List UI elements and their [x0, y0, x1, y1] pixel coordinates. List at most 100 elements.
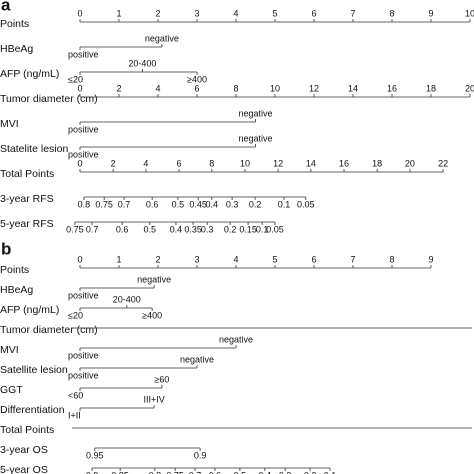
tick-label: 6	[177, 158, 182, 168]
row-label: Points	[0, 18, 29, 30]
tick-label: negative	[219, 334, 253, 344]
row-label: Tumor diameter (cm)	[0, 93, 98, 105]
tick-label: 0.1	[278, 199, 291, 209]
tick-label: 1	[116, 8, 121, 18]
row-label: Differentiation	[0, 404, 65, 416]
tick-label: 0	[77, 83, 82, 93]
tick-label: 0.1	[256, 224, 269, 234]
tick-label: 18	[426, 83, 436, 93]
tick-label: 3	[194, 8, 199, 18]
panel-letter: a	[1, 0, 11, 14]
tick-label: 0.5	[144, 224, 157, 234]
tick-label: 0.7	[189, 470, 202, 474]
tick-label: 0.4	[170, 224, 183, 234]
tick-label: 0.3	[201, 224, 214, 234]
tick-label: ≥400	[142, 310, 162, 320]
tick-label: positive	[68, 149, 99, 159]
tick-label: 7	[350, 254, 355, 264]
tick-label: 3	[194, 254, 199, 264]
row-label: Statelite lesion	[0, 143, 68, 155]
tick-label: 2	[111, 158, 116, 168]
tick-label: 12	[309, 83, 319, 93]
tick-label: 20	[405, 158, 415, 168]
tick-label: 0.4	[259, 470, 272, 474]
tick-label: 0.45	[189, 199, 207, 209]
tick-label: ≤20	[68, 74, 83, 84]
row-label: Tumor diameter (cm)	[0, 324, 98, 336]
row-label: Total Points	[0, 424, 54, 436]
tick-label: 0.7	[86, 224, 99, 234]
tick-label: 10	[270, 83, 280, 93]
tick-label: ≥60	[154, 374, 169, 384]
tick-label: 5	[272, 8, 277, 18]
tick-label: negative	[180, 354, 214, 364]
row-label: 3-year RFS	[0, 193, 54, 205]
tick-label: 9	[428, 8, 433, 18]
tick-label: 6	[311, 8, 316, 18]
tick-label: 16	[387, 83, 397, 93]
tick-label: 8	[209, 158, 214, 168]
tick-label: negative	[238, 108, 272, 118]
row-label: Points	[0, 264, 29, 276]
tick-label: 5	[272, 254, 277, 264]
tick-label: 0.6	[116, 224, 129, 234]
tick-label: 0.1	[324, 470, 337, 474]
tick-label: 1	[116, 254, 121, 264]
tick-label: 0.75	[66, 224, 84, 234]
row-label: AFP (ng/mL)	[0, 304, 59, 316]
row-label: Satellite lesion	[0, 364, 68, 376]
tick-label: 20-400	[128, 58, 156, 68]
row-label: MVI	[0, 118, 19, 130]
tick-label: 0.5	[234, 470, 247, 474]
tick-label: 14	[306, 158, 316, 168]
row-label: AFP (ng/mL)	[0, 68, 59, 80]
tick-label: 8	[389, 254, 394, 264]
row-label: Total Points	[0, 168, 54, 180]
tick-label: 0.5	[172, 199, 185, 209]
tick-label: 10	[240, 158, 250, 168]
tick-label: 6	[194, 83, 199, 93]
row-label: HBeAg	[0, 43, 33, 55]
tick-label: 0	[77, 254, 82, 264]
tick-label: negative	[238, 133, 272, 143]
tick-label: 8	[389, 8, 394, 18]
tick-label: 9	[428, 254, 433, 264]
tick-label: 0.2	[304, 470, 317, 474]
row-label: 5-year OS	[0, 464, 48, 474]
tick-label: 4	[233, 8, 238, 18]
tick-label: ≥400	[187, 74, 207, 84]
tick-label: 0.7	[118, 199, 131, 209]
tick-label: 20-400	[113, 294, 141, 304]
row-label: GGT	[0, 384, 23, 396]
row-label: HBeAg	[0, 284, 33, 296]
tick-label: 6	[311, 254, 316, 264]
tick-label: 0.3	[226, 199, 239, 209]
tick-label: 2	[155, 8, 160, 18]
tick-label: 0.8	[149, 470, 162, 474]
row-label: 3-year OS	[0, 444, 48, 456]
tick-label: positive	[68, 370, 99, 380]
tick-label: 0.35	[184, 224, 202, 234]
tick-label: 0.9	[86, 470, 99, 474]
tick-label: 0.9	[194, 450, 207, 460]
tick-label: 4	[143, 158, 148, 168]
tick-label: 0.2	[249, 199, 262, 209]
tick-label: 7	[350, 8, 355, 18]
tick-label: 20	[465, 83, 474, 93]
tick-label: 0.85	[111, 470, 129, 474]
tick-label: positive	[68, 350, 99, 360]
tick-label: 2	[116, 83, 121, 93]
tick-label: 0.75	[95, 199, 113, 209]
tick-label: 0	[77, 8, 82, 18]
tick-label: 22	[438, 158, 448, 168]
tick-label: 0.75	[166, 470, 184, 474]
tick-label: 0	[77, 158, 82, 168]
tick-label: 0.8	[78, 199, 91, 209]
tick-label: 4	[233, 254, 238, 264]
tick-label: 4	[155, 83, 160, 93]
tick-label: <60	[68, 390, 83, 400]
tick-label: 0.3	[279, 470, 292, 474]
tick-label: positive	[68, 49, 99, 59]
tick-label: 0.05	[297, 199, 315, 209]
